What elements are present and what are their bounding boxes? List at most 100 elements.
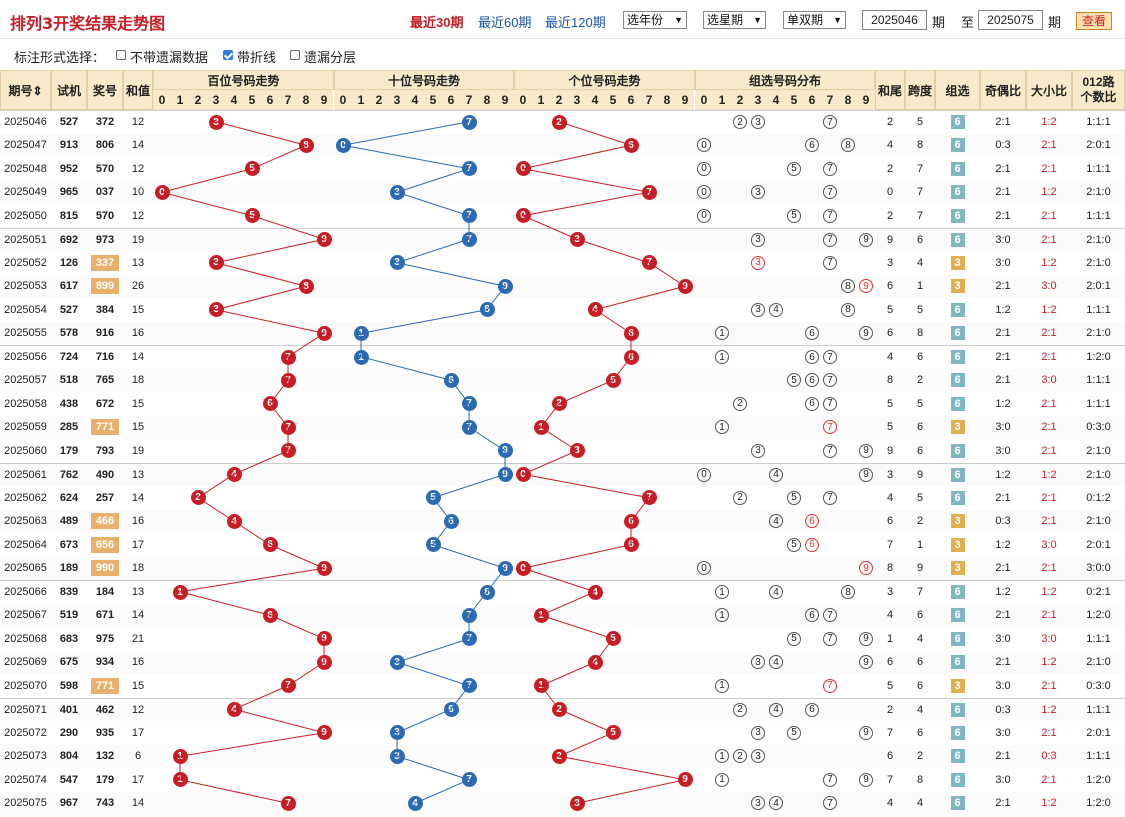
trend-cell — [442, 792, 460, 816]
chevron-down-icon: ▼ — [753, 15, 762, 25]
group-cell: 5 — [785, 533, 803, 557]
trend-cell — [586, 745, 604, 769]
trend-cell — [496, 392, 514, 416]
trend-cell — [532, 557, 550, 581]
group-cell — [857, 604, 875, 628]
trend-cell — [586, 322, 604, 346]
group-cell — [749, 674, 767, 698]
trend-cell — [315, 157, 333, 181]
trend-cell — [622, 181, 640, 205]
trend-cell — [622, 111, 640, 134]
trend-cell — [370, 557, 388, 581]
issue-cell: 2025073 — [4, 750, 47, 763]
tail-cell: 1 — [886, 632, 894, 645]
trend-cell — [604, 298, 622, 322]
group-cell: 1 — [713, 416, 731, 440]
bs-cell: 1:2 — [1041, 303, 1057, 316]
trend-cell — [207, 134, 225, 158]
trend-cell: 1 — [532, 674, 550, 698]
trend-cell — [297, 392, 315, 416]
trend-cell — [189, 229, 207, 252]
trend-cell — [406, 369, 424, 393]
trend-cell — [640, 157, 658, 181]
trend-cell — [171, 533, 189, 557]
group-cell — [767, 416, 785, 440]
trial-cell: 692 — [59, 233, 79, 246]
no-omission-checkbox[interactable] — [116, 50, 126, 60]
year-select[interactable]: 选年份 ▼ — [623, 11, 687, 29]
week-select[interactable]: 选星期 ▼ — [703, 11, 766, 29]
trend-cell — [622, 439, 640, 463]
trend-cell — [297, 745, 315, 769]
polyline-checkbox[interactable] — [223, 50, 233, 60]
trend-cell: 5 — [604, 721, 622, 745]
recent-30-link[interactable]: 最近30期 — [410, 15, 464, 30]
trend-cell — [496, 251, 514, 275]
trend-cell — [676, 464, 694, 487]
trend-cell — [171, 486, 189, 510]
trend-cell — [370, 581, 388, 604]
group-cell — [821, 581, 839, 604]
from-issue-input[interactable]: 2025046 — [862, 10, 927, 30]
group-digit-ring: 7 — [823, 443, 837, 458]
group-cell: 8 — [839, 134, 857, 158]
trend-cell — [424, 604, 442, 628]
trend-cell — [334, 486, 352, 510]
trend-cell — [370, 369, 388, 393]
trend-cell — [550, 369, 568, 393]
issue-cell: 2025055 — [4, 327, 47, 340]
trend-cell — [334, 392, 352, 416]
trend-cell — [622, 721, 640, 745]
recent-120-link[interactable]: 最近120期 — [545, 15, 606, 30]
trend-cell — [406, 699, 424, 722]
trend-cell — [370, 111, 388, 134]
trend-cell: 9 — [496, 464, 514, 487]
trend-cell — [658, 229, 676, 252]
layer-checkbox[interactable] — [290, 50, 300, 60]
to-issue-input[interactable]: 2025075 — [978, 10, 1043, 30]
trend-cell — [406, 204, 424, 228]
trial-cell: 290 — [59, 726, 79, 739]
trend-cell — [153, 134, 171, 158]
drawn-digit-ball: 7 — [461, 208, 477, 224]
trend-cell — [153, 204, 171, 228]
trend-cell — [604, 416, 622, 440]
group-cell — [713, 134, 731, 158]
group-cell — [857, 346, 875, 369]
col-issue[interactable]: 期号⇕ — [0, 70, 51, 110]
trend-cell: 9 — [676, 275, 694, 299]
trend-cell — [225, 204, 243, 228]
recent-60-link[interactable]: 最近60期 — [478, 15, 532, 30]
group-digit-ring: 7 — [823, 232, 837, 247]
sum-cell: 17 — [131, 773, 145, 786]
group-cell: 6 — [803, 346, 821, 369]
issue-cell: 2025054 — [4, 303, 47, 316]
trend-cell — [153, 439, 171, 463]
query-button[interactable]: 查看 — [1076, 12, 1112, 30]
group-digit-ring: 2 — [733, 490, 747, 505]
group-cell: 3 — [749, 745, 767, 769]
prize-cell: 973 — [95, 233, 115, 246]
col-prize: 奖号 — [87, 70, 123, 110]
trend-cell — [460, 298, 478, 322]
r012-cell: 1:2:0 — [1086, 797, 1111, 810]
sum-cell: 14 — [131, 797, 145, 810]
tail-cell: 3 — [886, 468, 894, 481]
trend-cell — [460, 439, 478, 463]
trend-cell: 6 — [622, 322, 640, 346]
oddeven-select[interactable]: 单双期 ▼ — [783, 11, 846, 29]
group-cell — [803, 792, 821, 816]
trend-cell — [279, 721, 297, 745]
drawn-digit-ball: 0 — [515, 467, 531, 483]
grp-cell: 6 — [935, 721, 980, 745]
trend-cell — [388, 699, 406, 722]
trend-cell — [658, 464, 676, 487]
trend-cell — [550, 674, 568, 698]
trend-cell — [460, 745, 478, 769]
trend-cell — [279, 557, 297, 581]
group-cell — [749, 134, 767, 158]
trend-cell — [514, 604, 532, 628]
trend-cell — [243, 111, 261, 134]
group-cell — [785, 439, 803, 463]
trend-cell — [424, 275, 442, 299]
